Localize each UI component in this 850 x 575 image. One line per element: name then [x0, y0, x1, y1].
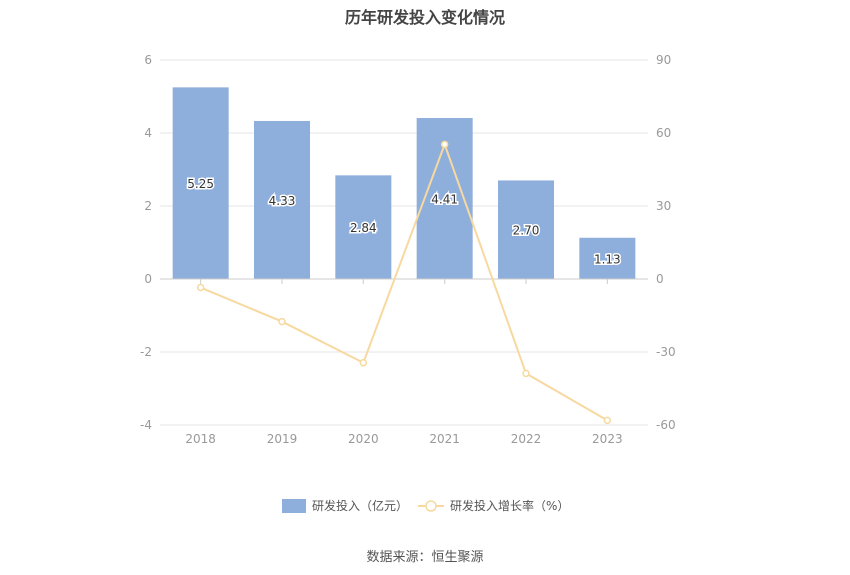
y-left-tick-label: 0 — [144, 272, 152, 286]
y-right-tick-label: 0 — [656, 272, 664, 286]
legend-line-label: 研发投入增长率（%） — [450, 498, 569, 513]
y-left-tick-label: -2 — [140, 345, 152, 359]
y-left-tick-label: 2 — [144, 199, 152, 213]
y-right-tick-label: 90 — [656, 53, 671, 67]
y-right-tick-label: -60 — [656, 418, 676, 432]
bar — [172, 87, 229, 279]
bar — [498, 180, 554, 279]
growth-point — [359, 358, 368, 367]
y-left-tick-label: -4 — [140, 418, 152, 432]
x-tick-label: 2021 — [429, 432, 460, 446]
axis-ticks: -4 -2 0 2 4 6 -60 -30 0 30 60 90 2018 2019 2020 2021 202… — [140, 53, 676, 446]
bar — [335, 175, 392, 279]
bar-value-label: 2.84 — [350, 221, 377, 235]
y-right-tick-label: 60 — [656, 126, 671, 140]
bar-series — [172, 87, 636, 279]
bar — [254, 120, 310, 279]
bar-value-label: 4.41 — [431, 193, 458, 207]
bar-value-label: 4.33 — [269, 194, 296, 208]
x-axis — [160, 278, 648, 426]
x-tick-label: 2018 — [185, 432, 216, 446]
y-right-tick-label: 30 — [656, 199, 671, 213]
growth-line — [200, 141, 608, 422]
y-left-tick-label: 6 — [144, 53, 152, 67]
data-labels: 5.25 4.33 2.84 4.41 2.70 1.13 — [186, 176, 622, 268]
bar-value-label: 1.13 — [594, 252, 621, 266]
growth-point — [603, 416, 612, 425]
growth-point — [278, 317, 286, 326]
source-note: 数据来源：恒生聚源 — [366, 550, 484, 565]
x-tick-label: 2019 — [267, 432, 298, 446]
legend[interactable]: 研发投入（亿元） 研发投入增长率（%） — [282, 498, 569, 513]
y-left-tick-label: 4 — [144, 126, 152, 140]
legend-bar-swatch — [282, 499, 306, 513]
bar — [579, 237, 636, 279]
x-tick-label: 2023 — [592, 432, 623, 446]
x-tick-label: 2022 — [511, 432, 542, 446]
bar-value-label: 2.70 — [513, 224, 540, 238]
growth-point — [196, 283, 205, 292]
legend-bar-label: 研发投入（亿元） — [312, 498, 408, 513]
growth-point — [522, 369, 530, 378]
x-tick-label: 2020 — [348, 432, 379, 446]
y-right-tick-label: -30 — [656, 345, 676, 359]
bar-value-label: 5.25 — [187, 177, 214, 191]
legend-line-marker — [425, 500, 437, 512]
chart-title: 历年研发投入变化情况 — [344, 8, 505, 27]
grid-lines — [160, 59, 648, 426]
growth-point — [440, 140, 449, 149]
growth-line-series — [196, 140, 612, 425]
